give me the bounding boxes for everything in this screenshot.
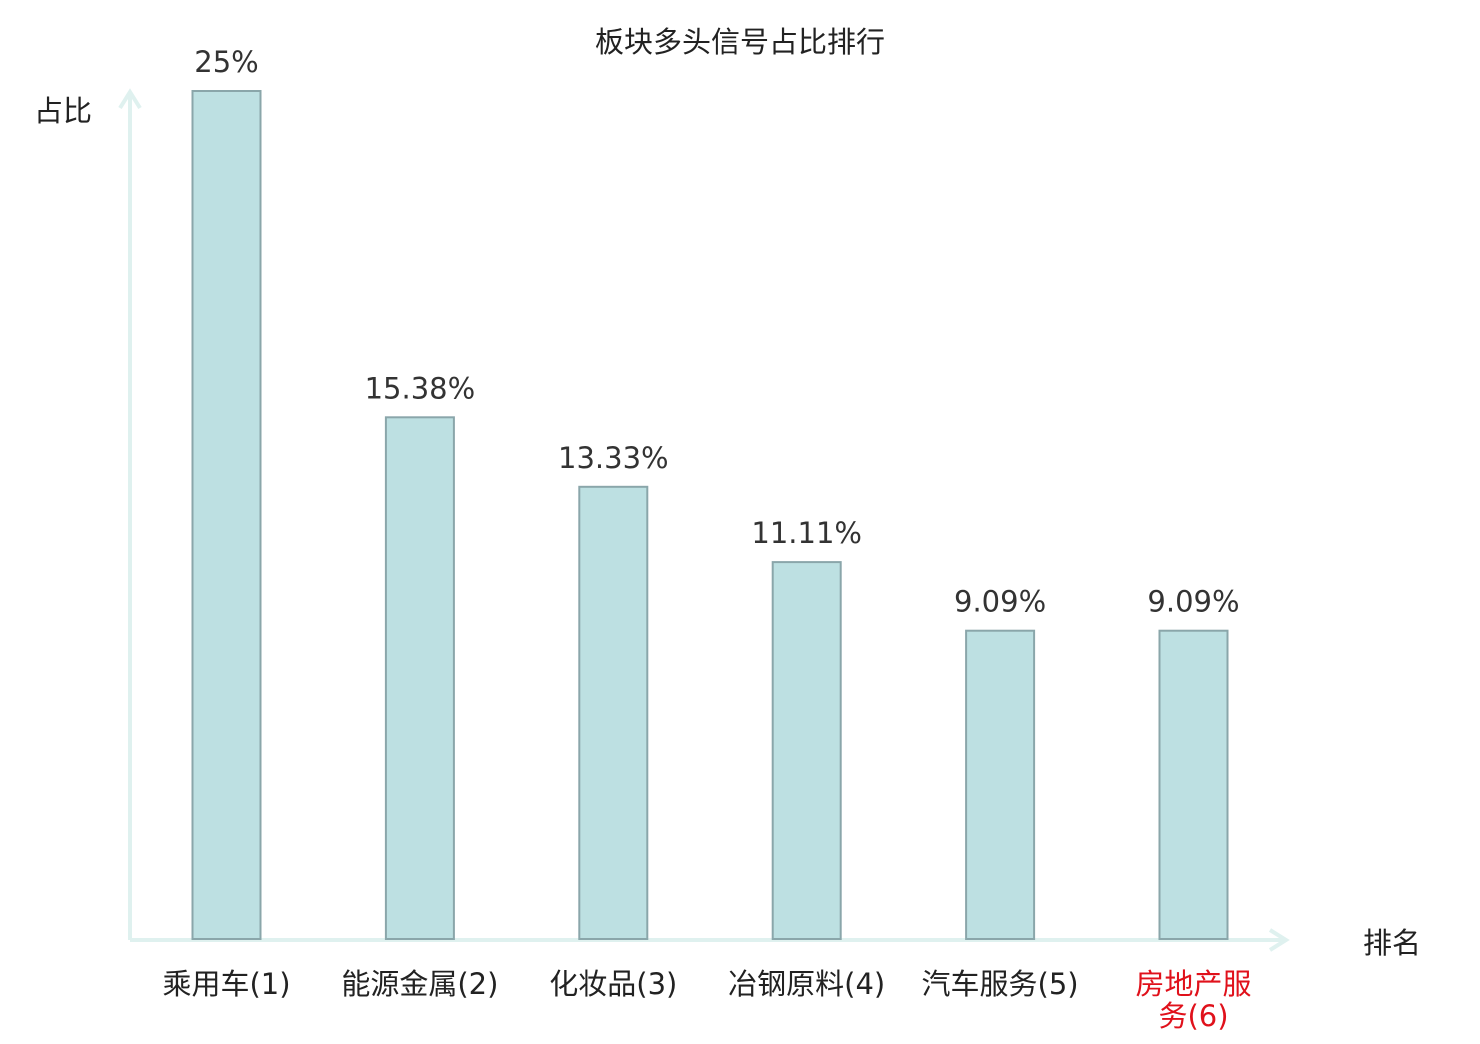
- y-axis-arrow-icon: [118, 88, 142, 110]
- data-label-4: 11.11%: [751, 516, 862, 550]
- x-tick-label-1: 乘用车(1): [162, 967, 290, 1001]
- x-tick-label-3: 化妆品(3): [549, 967, 677, 1001]
- x-tick-label-6-line-2: 务(6): [1158, 999, 1228, 1033]
- data-label-5: 9.09%: [954, 585, 1046, 619]
- x-tick-label-2: 能源金属(2): [341, 967, 498, 1001]
- x-tick-label-4: 冶钢原料(4): [728, 967, 885, 1001]
- bar-4: [771, 561, 842, 940]
- x-tick-label-5: 汽车服务(5): [922, 967, 1079, 1001]
- category-label-group: 乘用车(1) 能源金属(2) 化妆品(3) 冶钢原料(4) 汽车服务(5) 房地产服务(6…: [162, 967, 1251, 1033]
- data-label-1: 25%: [194, 45, 258, 79]
- bar-3: [578, 485, 649, 940]
- data-label-6: 9.09%: [1147, 585, 1239, 619]
- bar-2: [384, 416, 455, 940]
- y-axis-label: 占比: [34, 94, 92, 128]
- x-axis-label: 排名: [1363, 926, 1421, 960]
- value-label-group: 25% 15.38% 13.33% 11.11% 9.09% 9.09%: [194, 45, 1239, 619]
- x-tick-label-6-line-1: 房地产服: [1135, 967, 1251, 1001]
- bar-5: [965, 629, 1036, 940]
- x-axis-arrow-icon: [1268, 928, 1290, 952]
- bar-series: [191, 90, 1229, 940]
- data-label-2: 15.38%: [365, 371, 476, 405]
- bar-6: [1158, 629, 1229, 940]
- data-label-3: 13.33%: [558, 441, 669, 475]
- chart-title: 板块多头信号占比排行: [595, 25, 885, 59]
- bar-1: [191, 90, 262, 940]
